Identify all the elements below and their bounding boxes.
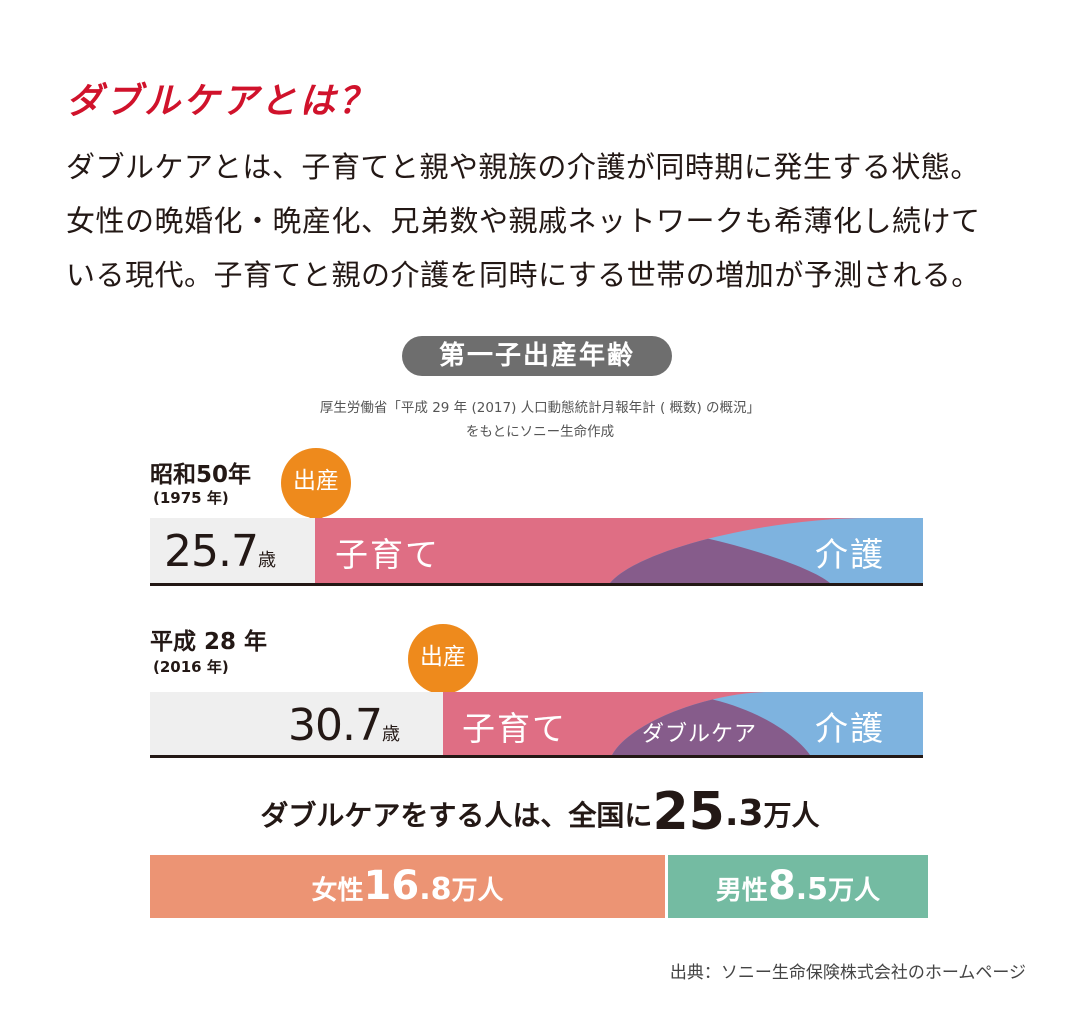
childcare-label: 子育て bbox=[335, 535, 440, 574]
citation: 出典：ソニー生命保険株式会社のホームページ bbox=[669, 963, 1026, 983]
childcare-label: 子育て bbox=[462, 709, 567, 748]
age-number: 25.7 bbox=[164, 526, 259, 577]
care-overlap-shapes bbox=[610, 518, 923, 583]
female-bar: 女性16.8万人 bbox=[150, 855, 665, 918]
birth-bubble-1975: 出産 bbox=[281, 448, 351, 518]
age-segment bbox=[150, 518, 315, 583]
chart-title-pill: 第一子出産年齢 bbox=[402, 336, 672, 376]
birth-bubble-2016: 出産 bbox=[408, 624, 478, 694]
baseline-2016 bbox=[150, 755, 923, 758]
care-label: 介護 bbox=[815, 709, 885, 748]
intro-text: ダブルケアとは、子育てと親や親族の介護が同時期に発生する状態。 女性の晩婚化・晩… bbox=[66, 140, 1046, 302]
era2-label: 平成 28 年 bbox=[150, 629, 268, 655]
age-number: 30.7 bbox=[288, 700, 383, 751]
double-care-label: ダブルケア bbox=[642, 722, 758, 747]
page-title: ダブルケアとは？ bbox=[66, 81, 378, 122]
male-bar: 男性8.5万人 bbox=[668, 855, 928, 918]
summary-decimal: .3 bbox=[724, 793, 764, 834]
chart-source: 厚生労働省「平成 29 年 (2017) 人口動態統計月報年計 ( 概数) の概… bbox=[200, 396, 880, 444]
male-label: 男性 bbox=[715, 876, 768, 906]
female-decimal: .8 bbox=[419, 872, 452, 907]
care-label: 介護 bbox=[815, 535, 885, 574]
age-segment bbox=[150, 692, 443, 755]
summary-number: 25 bbox=[652, 782, 725, 842]
chart-source-line: 厚生労働省「平成 29 年 (2017) 人口動態統計月報年計 ( 概数) の概… bbox=[319, 400, 761, 416]
summary-prefix: ダブルケアをする人は、全国に bbox=[260, 799, 653, 832]
age-value-2016: 30.7歳 bbox=[288, 700, 400, 751]
male-number: 8 bbox=[767, 863, 796, 909]
era1-label: 昭和50年 bbox=[150, 462, 252, 488]
care-overlap-shapes bbox=[612, 692, 923, 755]
intro-line: いる現代。子育てと親の介護を同時にする世帯の増加が予測される。 bbox=[66, 258, 981, 292]
era1-year: (1975 年) bbox=[153, 489, 229, 507]
overlap-segment bbox=[612, 692, 810, 755]
female-unit: 万人 bbox=[451, 876, 504, 906]
timeline-bar-2016: 30.7歳 子育て ダブルケア 介護 bbox=[150, 692, 923, 755]
age-unit: 歳 bbox=[381, 724, 400, 745]
intro-line: ダブルケアとは、子育てと親や親族の介護が同時期に発生する状態。 bbox=[66, 150, 980, 184]
age-unit: 歳 bbox=[257, 550, 276, 571]
birth-bubble-label: 出産 bbox=[293, 468, 339, 494]
male-unit: 万人 bbox=[828, 876, 881, 906]
intro-line: 女性の晩婚化・晩産化、兄弟数や親戚ネットワークも希薄化し続けて bbox=[66, 204, 981, 238]
birth-bubble-label: 出産 bbox=[420, 644, 466, 670]
female-number: 16 bbox=[363, 863, 420, 909]
timeline-bar-1975: 25.7歳 子育て 介護 bbox=[150, 518, 923, 583]
female-label: 女性 bbox=[311, 876, 364, 906]
baseline-1975 bbox=[150, 583, 923, 586]
era2-year: (2016 年) bbox=[153, 658, 229, 676]
summary-unit: 万人 bbox=[763, 799, 820, 832]
male-decimal: .5 bbox=[795, 872, 829, 907]
age-value-1975: 25.7歳 bbox=[164, 526, 276, 577]
summary-text: ダブルケアをする人は、全国に25.3万人 bbox=[150, 782, 930, 842]
chart-source-line: をもとにソニー生命作成 bbox=[465, 424, 615, 440]
